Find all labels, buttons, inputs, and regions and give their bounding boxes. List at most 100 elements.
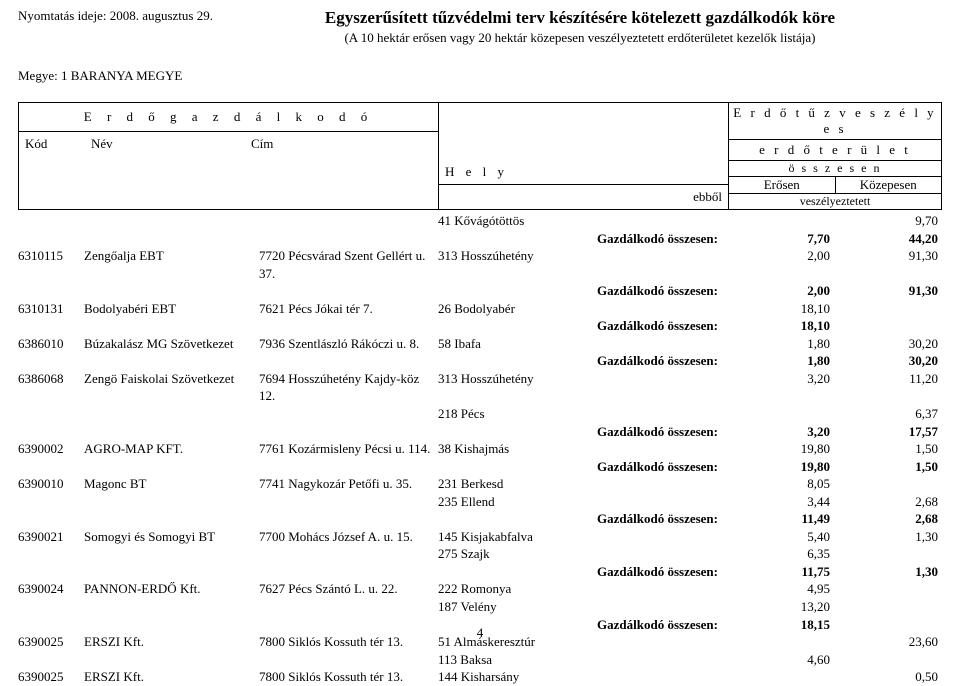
cell-hely: 275 Szajk <box>438 545 728 563</box>
cell-kozep: 0,50 <box>842 668 942 686</box>
cell-cim: 7621 Pécs Jókai tér 7. <box>259 300 438 318</box>
cell-kozep <box>842 317 942 335</box>
table-row: 218 Pécs6,37 <box>18 405 942 423</box>
cell-erosen: 11,75 <box>728 563 842 581</box>
cell-erosen: 13,20 <box>728 598 842 616</box>
cell-kod: 6390010 <box>18 475 84 493</box>
cell-erosen: 3,20 <box>728 370 842 405</box>
table-row: 6310115Zengőalja EBT7720 Pécsvárad Szent… <box>18 247 942 282</box>
cell-kod: 6390002 <box>18 440 84 458</box>
cell-kozep: 9,70 <box>842 212 942 230</box>
cell-kod <box>18 651 84 669</box>
cell-hely: 231 Berkesd <box>438 475 728 493</box>
table-row: 6386068Zengö Faiskolai Szövetkezet7694 H… <box>18 370 942 405</box>
cell-nev: Bodolyabéri EBT <box>84 300 259 318</box>
table-row: 235 Ellend3,442,68 <box>18 493 942 511</box>
table-row: Gazdálkodó összesen:18,10 <box>18 317 942 335</box>
col-osszesen: ö s s z e s e n <box>729 161 941 177</box>
subtitle: (A 10 hektár erősen vagy 20 hektár közep… <box>218 30 942 46</box>
cell-hely: 313 Hosszúhetény <box>438 247 728 282</box>
table-row: 6310131Bodolyabéri EBT7621 Pécs Jókai té… <box>18 300 942 318</box>
total-label: Gazdálkodó összesen: <box>438 458 728 476</box>
cell-nev: PANNON-ERDŐ Kft. <box>84 580 259 598</box>
cell-erosen <box>728 212 842 230</box>
cell-erosen: 6,35 <box>728 545 842 563</box>
cell-nev <box>84 651 259 669</box>
cell-nev: Somogyi és Somogyi BT <box>84 528 259 546</box>
cell-cim <box>259 651 438 669</box>
cell-nev <box>84 405 259 423</box>
cell-nev: ERSZI Kft. <box>84 668 259 686</box>
cell-erosen: 2,00 <box>728 282 842 300</box>
cell-cim: 7700 Mohács József A. u. 15. <box>259 528 438 546</box>
table-row: 6390021Somogyi és Somogyi BT7700 Mohács … <box>18 528 942 546</box>
cell-kod <box>18 212 84 230</box>
cell-kozep: 1,30 <box>842 528 942 546</box>
col-veszely: veszélyeztetett <box>729 194 941 209</box>
cell-erosen: 3,44 <box>728 493 842 511</box>
cell-erosen: 1,80 <box>728 335 842 353</box>
cell-cim: 7694 Hosszúhetény Kajdy-köz 12. <box>259 370 438 405</box>
table-row: 187 Velény13,20 <box>18 598 942 616</box>
table-row: Gazdálkodó összesen:11,751,30 <box>18 563 942 581</box>
cell-cim <box>259 212 438 230</box>
cell-nev <box>84 212 259 230</box>
cell-kod <box>18 598 84 616</box>
cell-kod <box>18 545 84 563</box>
cell-hely: 38 Kishajmás <box>438 440 728 458</box>
cell-erosen: 19,80 <box>728 440 842 458</box>
col-kod: Kód <box>19 132 85 156</box>
table-row: Gazdálkodó összesen:3,2017,57 <box>18 423 942 441</box>
table-body: 41 Kővágótöttös9,70Gazdálkodó összesen:7… <box>18 212 942 686</box>
cell-kozep: 1,50 <box>842 440 942 458</box>
cell-kod: 6310115 <box>18 247 84 282</box>
cell-nev: Magonc BT <box>84 475 259 493</box>
cell-nev <box>84 493 259 511</box>
cell-hely: 235 Ellend <box>438 493 728 511</box>
table-row: 113 Baksa4,60 <box>18 651 942 669</box>
cell-hely: 313 Hosszúhetény <box>438 370 728 405</box>
table-row: Gazdálkodó összesen:19,801,50 <box>18 458 942 476</box>
total-label: Gazdálkodó összesen: <box>438 352 728 370</box>
col-tuzveszely1: E r d ő t ű z v e s z é l y e s <box>729 103 941 140</box>
table-row: 41 Kővágótöttös 9,70 <box>18 212 942 230</box>
table-row: 275 Szajk6,35 <box>18 545 942 563</box>
cell-hely: 144 Kisharsány <box>438 668 728 686</box>
cell-kozep: 91,30 <box>842 247 942 282</box>
cell-kozep: 30,20 <box>842 352 942 370</box>
cell-erosen: 18,10 <box>728 300 842 318</box>
col-tuzveszely2: e r d ő t e r ü l e t <box>729 140 941 161</box>
cell-kod <box>18 405 84 423</box>
cell-cim <box>259 405 438 423</box>
cell-nev <box>84 545 259 563</box>
total-label: Gazdálkodó összesen: <box>438 282 728 300</box>
cell-nev <box>84 598 259 616</box>
table-row: Gazdálkodó összesen:7,7044,20 <box>18 230 942 248</box>
cell-erosen: 19,80 <box>728 458 842 476</box>
cell-kozep: 11,20 <box>842 370 942 405</box>
cell-kozep: 6,37 <box>842 405 942 423</box>
cell-kozep <box>842 580 942 598</box>
cell-cim: 7720 Pécsvárad Szent Gellért u. 37. <box>259 247 438 282</box>
cell-kozep: 1,50 <box>842 458 942 476</box>
cell-nev: Búzakalász MG Szövetkezet <box>84 335 259 353</box>
cell-cim: 7627 Pécs Szántó L. u. 22. <box>259 580 438 598</box>
cell-erosen: 1,80 <box>728 352 842 370</box>
table-row: 6390025ERSZI Kft.7800 Siklós Kossuth tér… <box>18 668 942 686</box>
cell-hely: 145 Kisjakabfalva <box>438 528 728 546</box>
cell-hely: 41 Kővágótöttös <box>438 212 728 230</box>
cell-erosen: 4,95 <box>728 580 842 598</box>
cell-erosen <box>728 405 842 423</box>
cell-kod: 6390021 <box>18 528 84 546</box>
cell-kozep: 2,68 <box>842 510 942 528</box>
table-row: Gazdálkodó összesen:11,492,68 <box>18 510 942 528</box>
cell-kozep: 1,30 <box>842 563 942 581</box>
cell-kod <box>18 493 84 511</box>
cell-nev: Zengö Faiskolai Szövetkezet <box>84 370 259 405</box>
cell-kozep <box>842 598 942 616</box>
cell-kozep <box>842 545 942 563</box>
cell-erosen: 3,20 <box>728 423 842 441</box>
col-cim: Cím <box>245 132 438 156</box>
col-kozepesen: Közepesen <box>836 177 942 193</box>
cell-kozep: 17,57 <box>842 423 942 441</box>
